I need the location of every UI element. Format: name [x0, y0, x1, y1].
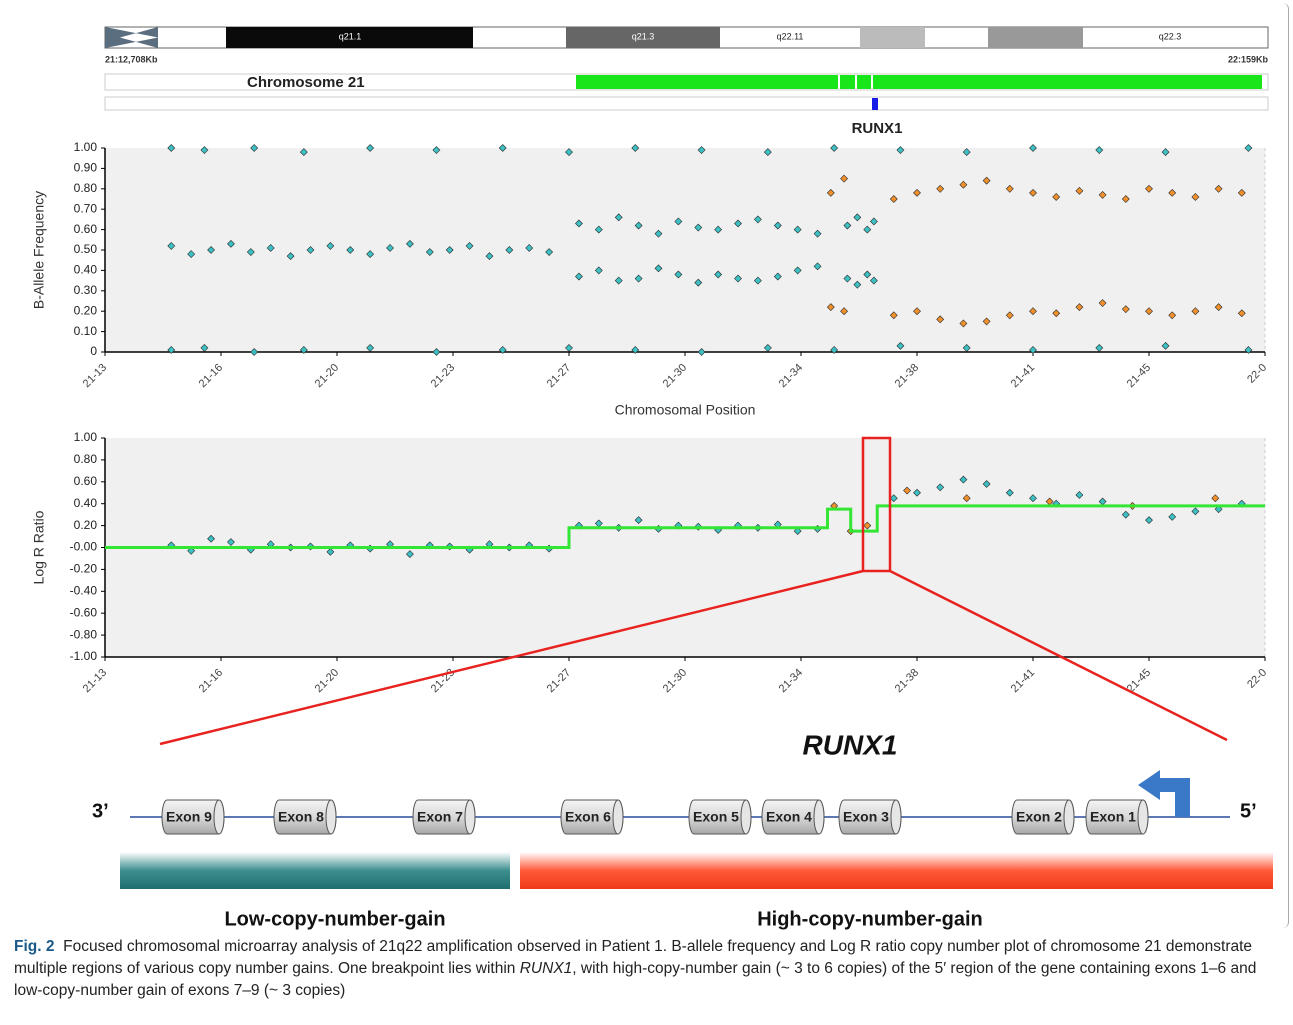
x-tick-label: 21-16 [197, 667, 225, 695]
charts: 0 0.10 0.20 0.30 0.40 0.50 0.60 0.70 0.80 0.90 1.0… [31, 140, 1269, 695]
y-tick-label: -0.80 [70, 627, 98, 641]
exon-label: Exon 6 [565, 809, 611, 825]
x-tick-label: 21-20 [313, 667, 341, 695]
exon-end [465, 800, 475, 834]
y-tick-label: 0.40 [74, 263, 98, 277]
gap [871, 75, 873, 89]
exon-label: Exon 1 [1090, 809, 1136, 825]
x-tick-label: 21-20 [313, 362, 341, 390]
low-gain-bar [120, 852, 510, 889]
y-tick-label: 1.00 [74, 140, 98, 154]
exon-end [1138, 800, 1148, 834]
figure-graphics: q21.1 q21.3 q22.11 q22.3 21:12,708Kb 22:… [0, 0, 1293, 935]
x-tick-label: 21-38 [893, 362, 921, 390]
band-label: q22.3 [1159, 31, 1182, 41]
x-tick-label: 21-30 [661, 362, 689, 390]
x-tick-label: 21-45 [1125, 362, 1153, 390]
y-tick-label: -1.00 [70, 649, 98, 663]
x-tick-label: 21-16 [197, 362, 225, 390]
band [988, 27, 1083, 48]
exon-label: Exon 2 [1016, 809, 1062, 825]
y-tick-label: 0.60 [74, 222, 98, 236]
gene-name: RUNX1 [803, 729, 898, 760]
plot-area [105, 148, 1265, 352]
y-axis-label: B-Allele Frequency [31, 191, 47, 309]
ideogram: q21.1 q21.3 q22.11 q22.3 21:12,708Kb 22:… [105, 27, 1268, 137]
y-tick-label: 0 [90, 344, 97, 358]
band-label: q21.3 [632, 31, 655, 41]
x-tick-label: 21-27 [545, 362, 573, 390]
exon-end [891, 800, 901, 834]
exon-end [1064, 800, 1074, 834]
y-tick-label: 0.80 [74, 181, 98, 195]
y-tick-label: 1.00 [74, 430, 98, 444]
x-tick-label: 21-34 [777, 362, 805, 390]
x-tick-label: 21-23 [429, 362, 457, 390]
y-tick-label: 0.30 [74, 283, 98, 297]
x-tick-label: 21-34 [777, 667, 805, 695]
caption-label: Fig. 2 [14, 938, 54, 955]
x-tick-label: 21-38 [893, 667, 921, 695]
caption-gene: RUNX1 [520, 960, 573, 977]
gene-track [105, 97, 1268, 110]
band-label: q22.11 [777, 31, 804, 41]
exon-end [326, 800, 336, 834]
y-tick-label: 0.60 [74, 474, 98, 488]
gap [855, 75, 857, 89]
y-tick-label: -0.00 [70, 540, 98, 554]
gene-diagram: RUNX1 3’ 5’ Low-copy-number-gain High-co… [92, 729, 1273, 930]
y-tick-label: 0.10 [74, 324, 98, 338]
y-axis-label: Log R Ratio [31, 510, 47, 584]
exon-label: Exon 8 [278, 809, 324, 825]
x-tick-label: 21-13 [81, 667, 109, 695]
y-tick-label: 0.40 [74, 496, 98, 510]
start-label: 21:12,708Kb [105, 54, 158, 64]
exon-label: Exon 9 [166, 809, 212, 825]
end-label: 22:159Kb [1228, 54, 1269, 64]
x-tick-label: 21-41 [1009, 362, 1037, 390]
y-tick-label: 0.70 [74, 201, 98, 215]
x-axis-label: Chromosomal Position [615, 402, 756, 418]
y-tick-label: 0.20 [74, 518, 98, 532]
x-tick-label: 21-13 [81, 362, 109, 390]
x-tick-label: 22-0 [1245, 362, 1269, 386]
y-tick-label: 0.50 [74, 242, 98, 256]
five-prime: 5’ [1240, 800, 1257, 822]
gain-region [576, 75, 1262, 89]
x-tick-label: 21-27 [545, 667, 573, 695]
gene-label: RUNX1 [852, 120, 903, 137]
x-tick-label: 21-41 [1009, 667, 1037, 695]
band [860, 27, 925, 48]
band-label: q21.1 [339, 31, 362, 41]
exon-end [214, 800, 224, 834]
exon-end [613, 800, 623, 834]
gap [838, 75, 840, 89]
exon-label: Exon 7 [417, 809, 463, 825]
x-tick-label: 21-30 [661, 667, 689, 695]
caption: Fig. 2 Focused chromosomal microarray an… [14, 936, 1276, 1002]
y-tick-label: -0.40 [70, 583, 98, 597]
high-gain-bar [520, 852, 1273, 889]
exon-end [741, 800, 751, 834]
low-gain-label: Low-copy-number-gain [224, 908, 445, 930]
y-tick-label: 0.80 [74, 452, 98, 466]
y-tick-label: -0.60 [70, 605, 98, 619]
exon-label: Exon 5 [693, 809, 739, 825]
exon-label: Exon 4 [766, 809, 812, 825]
three-prime: 3’ [92, 800, 109, 822]
high-gain-label: High-copy-number-gain [757, 908, 983, 930]
x-tick-label: 22-0 [1245, 667, 1269, 691]
y-tick-label: 0.20 [74, 303, 98, 317]
y-tick-label: 0.90 [74, 161, 98, 175]
exon-label: Exon 3 [843, 809, 889, 825]
figure: q21.1 q21.3 q22.11 q22.3 21:12,708Kb 22:… [0, 0, 1293, 1025]
gene-marker [872, 98, 878, 110]
y-tick-label: -0.20 [70, 562, 98, 576]
track-label: Chromosome 21 [247, 74, 365, 91]
exon-end [814, 800, 824, 834]
